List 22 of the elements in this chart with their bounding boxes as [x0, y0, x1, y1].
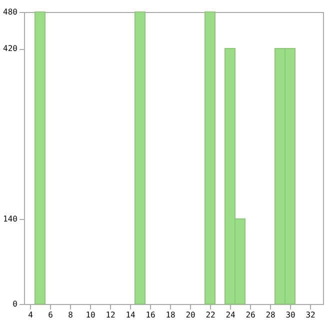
bar [204, 12, 216, 304]
x-tick-label: 6 [48, 310, 54, 320]
x-tick-label: 30 [286, 310, 296, 320]
x-tick-label: 14 [126, 310, 136, 320]
bar [134, 12, 146, 304]
x-tick-label: 16 [146, 310, 156, 320]
bar [34, 12, 46, 304]
x-tick-label: 24 [226, 310, 236, 320]
x-tick-label: 28 [266, 310, 276, 320]
x-tick-label: 8 [68, 310, 74, 320]
x-tick-label: 20 [186, 310, 196, 320]
x-tick-label: 26 [246, 310, 256, 320]
x-tick-label: 18 [166, 310, 176, 320]
y-tick-label: 140 [3, 214, 18, 224]
x-tick-label: 4 [28, 310, 34, 320]
y-tick-label: 480 [3, 8, 18, 16]
y-tick-label: 0 [12, 300, 18, 308]
y-tick-label: 420 [3, 44, 18, 53]
x-tick-label: 32 [306, 310, 316, 320]
x-tick-label: 10 [86, 310, 96, 320]
x-tick-label: 22 [206, 310, 216, 320]
x-tick-label: 12 [106, 310, 116, 320]
